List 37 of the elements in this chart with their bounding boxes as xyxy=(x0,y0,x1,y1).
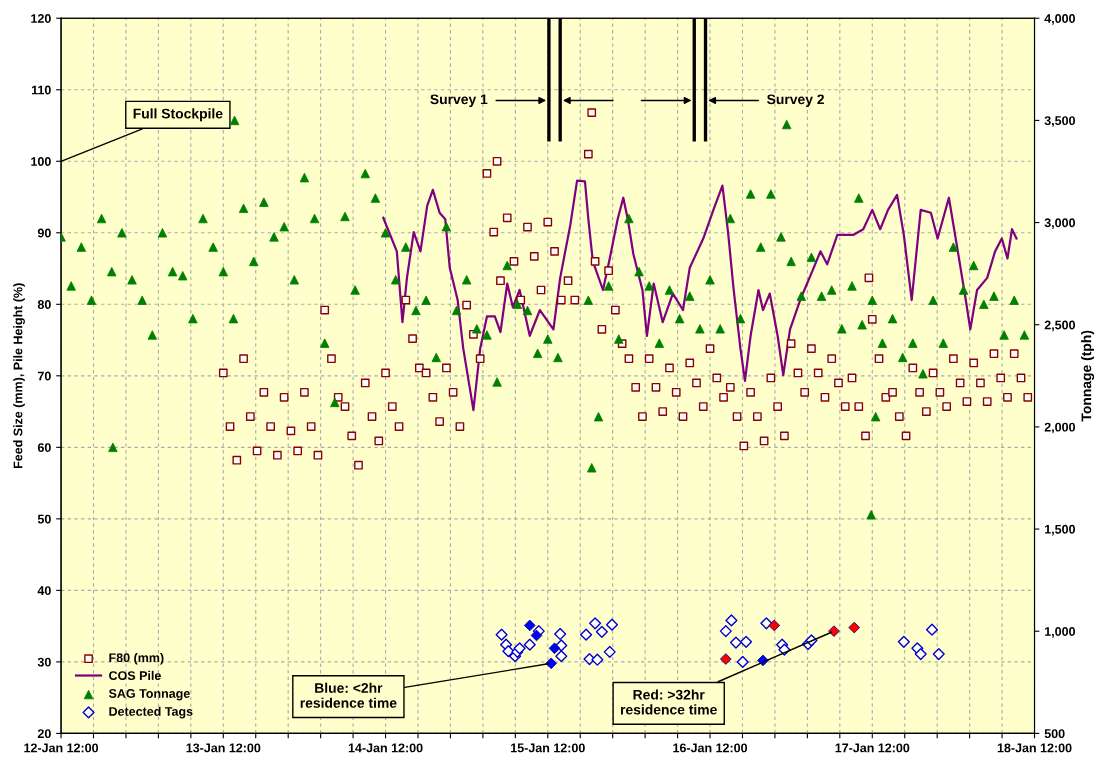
y-tick-label: 60 xyxy=(37,443,51,452)
y-tick-label: 100 xyxy=(31,157,51,166)
y2-tick-label: 3,000 xyxy=(1044,218,1076,230)
y2-tick-label: 1,500 xyxy=(1045,524,1076,536)
x-tick-label: 15-Jan 12:00 xyxy=(511,743,585,753)
legend-label: SAG Tonnage xyxy=(108,689,190,701)
y-tick-label: 110 xyxy=(31,85,51,95)
y2-tick-label: 3,500 xyxy=(1044,116,1076,127)
ref-line-label: Survey 1 xyxy=(430,94,488,107)
y2-tick-label: 2,000 xyxy=(1044,422,1076,434)
legend-label: Detected Tags xyxy=(109,706,193,719)
annotation: Blue: <2hr residence time xyxy=(300,682,397,708)
y-tick-label: 120 xyxy=(31,14,51,23)
y-tick-label: 50 xyxy=(37,514,51,524)
y-tick-label: 30 xyxy=(37,657,51,667)
y2-axis-title: Tonnage (tph) xyxy=(1081,330,1095,422)
y2-tick-label: 2,500 xyxy=(1044,320,1076,332)
y2-tick-label: 1,000 xyxy=(1045,627,1076,638)
ref-line-label: Survey 2 xyxy=(767,94,824,107)
y-tick-label: 90 xyxy=(37,228,51,238)
y2-tick-label: 4,000 xyxy=(1044,14,1076,25)
x-tick-label: 18-Jan 12:00 xyxy=(997,743,1072,753)
y-tick-label: 20 xyxy=(37,729,51,739)
y2-tick-label: 500 xyxy=(1044,729,1065,739)
x-tick-label: 12-Jan 12:00 xyxy=(24,743,99,753)
x-tick-label: 13-Jan 12:00 xyxy=(186,743,261,753)
annotation: Full Stockpile xyxy=(133,108,223,122)
x-tick-label: 14-Jan 12:00 xyxy=(348,743,423,753)
x-tick-label: 17-Jan 12:00 xyxy=(835,743,910,753)
annotation: Red: >32hr residence time xyxy=(620,689,717,715)
y-axis-title: Feed Size (mm), Pile Height (%) xyxy=(13,283,25,469)
y-tick-label: 70 xyxy=(37,371,51,381)
y-tick-label: 80 xyxy=(37,300,51,309)
legend-label: F80 (mm) xyxy=(109,652,164,665)
legend-label: COS Pile xyxy=(109,670,161,681)
x-tick-label: 16-Jan 12:00 xyxy=(673,743,748,753)
y-tick-label: 40 xyxy=(37,586,51,596)
